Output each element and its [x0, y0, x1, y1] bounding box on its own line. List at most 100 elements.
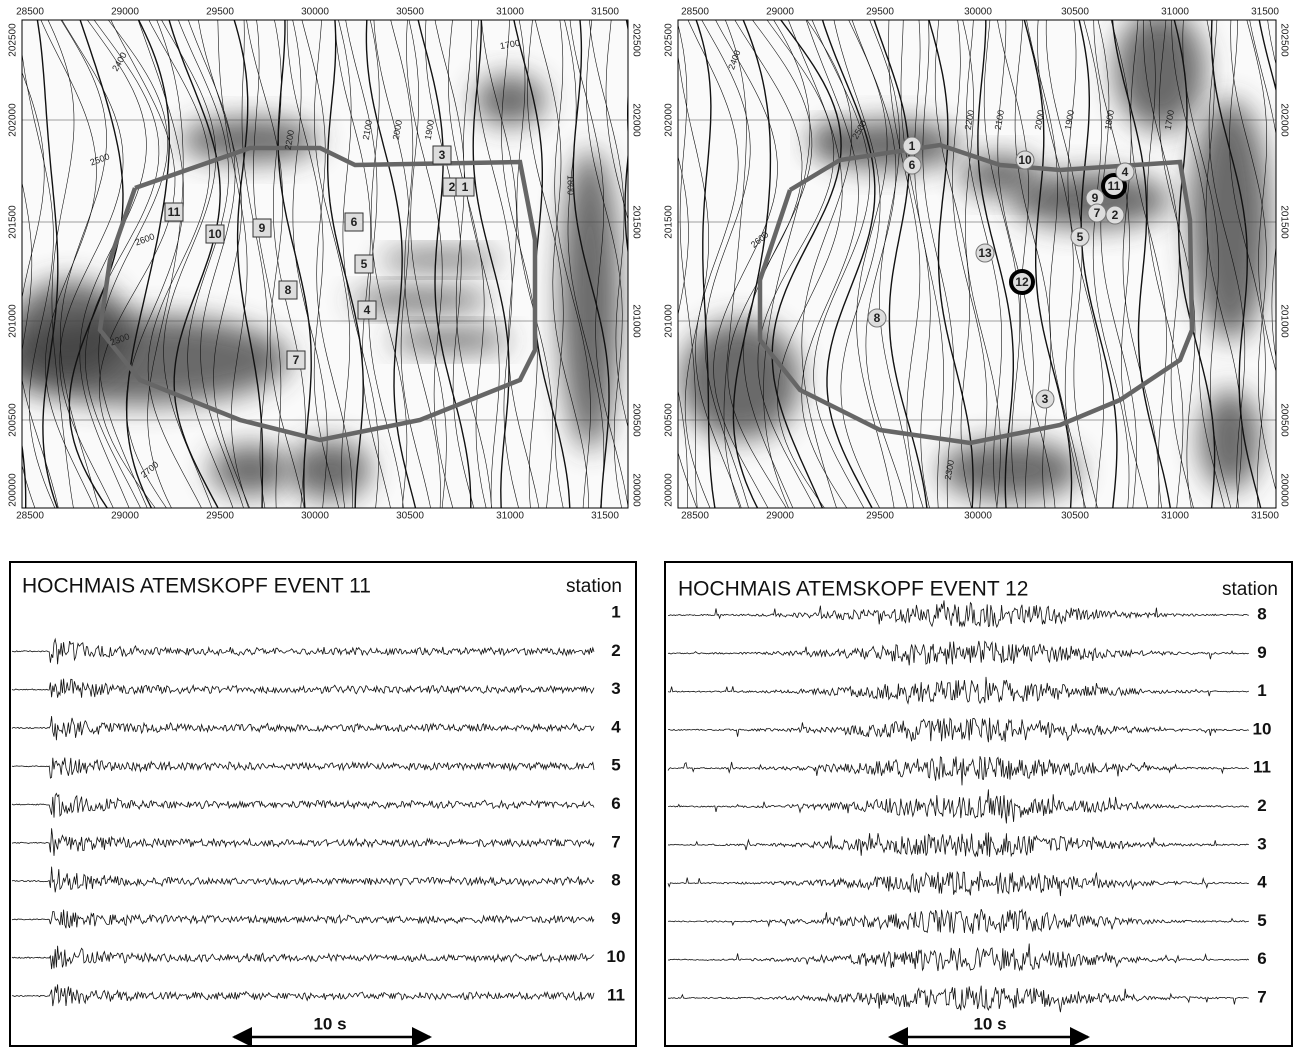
x-tick-label: 30000: [964, 7, 992, 18]
waveform: [12, 639, 594, 664]
waveform: [668, 871, 1249, 896]
x-tick-label: 31000: [496, 7, 524, 18]
y-tick-label: 202000: [630, 103, 641, 137]
y-tick-label: 200000: [630, 473, 641, 507]
station-label: 9: [1092, 191, 1099, 205]
trace-label: 8: [611, 871, 620, 890]
station-label: 2: [1112, 208, 1119, 222]
y-tick-label: 202000: [8, 103, 19, 137]
station-label: 6: [909, 158, 916, 172]
trace-label: 6: [611, 794, 620, 813]
contour-line: [627, 10, 663, 514]
x-tick-label: 31000: [496, 511, 524, 522]
terrain-shade: [940, 440, 1080, 500]
station-label: 11: [1108, 179, 1121, 193]
waveform: [668, 986, 1249, 1013]
waveform: [12, 793, 594, 817]
trace-label: 7: [1257, 987, 1266, 1006]
x-tick-label: 29000: [111, 511, 139, 522]
terrain-shade: [210, 445, 290, 495]
station-label: 1: [462, 180, 469, 194]
trace-label: 9: [611, 909, 620, 928]
y-tick-label: 200000: [8, 473, 19, 507]
trace-label: 10: [1253, 719, 1272, 738]
trace-label: 2: [1257, 796, 1266, 815]
waveform: [668, 789, 1249, 823]
trace-label: 10: [607, 947, 626, 966]
y-tick-label: 201000: [664, 304, 675, 338]
waveform: [12, 910, 594, 929]
y-tick-label: 202500: [1278, 23, 1289, 57]
x-tick-label: 30000: [301, 7, 329, 18]
y-tick-label: 201500: [1278, 205, 1289, 239]
terrain-shade: [390, 328, 510, 352]
y-tick-label: 201000: [1278, 304, 1289, 338]
x-tick-label: 29000: [766, 511, 794, 522]
y-tick-label: 200000: [1278, 473, 1289, 507]
station-label: 13: [978, 246, 992, 260]
waveform: [12, 984, 594, 1006]
x-tick-label: 30500: [396, 511, 424, 522]
x-tick-label: 30500: [1061, 7, 1089, 18]
contour-line: [0, 10, 22, 514]
x-tick-label: 31500: [591, 7, 619, 18]
x-tick-label: 30000: [301, 511, 329, 522]
x-tick-label: 30500: [1061, 511, 1089, 522]
x-tick-label: 29500: [206, 511, 234, 522]
y-tick-label: 200500: [664, 403, 675, 437]
waveform: [668, 718, 1249, 742]
station-label: 8: [285, 283, 292, 297]
terrain-shade: [475, 75, 545, 125]
y-tick-label: 202500: [630, 23, 641, 57]
waveform: [12, 758, 594, 779]
station-label: 5: [361, 257, 368, 271]
station-header: station: [1222, 579, 1278, 600]
station-header: station: [566, 576, 622, 597]
x-tick-label: 31000: [1161, 7, 1189, 18]
contour-line: [1285, 10, 1293, 514]
trace-label: 1: [611, 602, 620, 621]
seismogram-frame: [10, 562, 636, 1046]
x-tick-label: 31000: [1161, 511, 1189, 522]
trace-label: 2: [611, 641, 620, 660]
y-tick-label: 202500: [8, 23, 19, 57]
x-tick-label: 29000: [766, 7, 794, 18]
x-tick-label: 28500: [681, 511, 709, 522]
station-label: 4: [1122, 165, 1129, 179]
x-tick-label: 29500: [206, 7, 234, 18]
contour-label: 1800: [566, 175, 576, 195]
contour-line: [624, 10, 661, 514]
station-label: 1: [909, 139, 916, 153]
station-label: 12: [1015, 275, 1029, 289]
y-tick-label: 200500: [8, 403, 19, 437]
x-tick-label: 31500: [1251, 7, 1279, 18]
station-label: 3: [439, 148, 446, 162]
y-tick-label: 200500: [630, 403, 641, 437]
x-tick-label: 31500: [1251, 511, 1279, 522]
terrain-shade: [1190, 100, 1270, 340]
waveform: [668, 944, 1249, 972]
station-label: 7: [1094, 206, 1101, 220]
x-tick-label: 30000: [964, 511, 992, 522]
trace-label: 7: [611, 832, 620, 851]
y-tick-label: 201000: [630, 304, 641, 338]
trace-label: 1: [1257, 681, 1266, 700]
terrain-shade: [810, 125, 850, 155]
terrain-shade: [10, 280, 130, 380]
seismogram-title: HOCHMAIS ATEMSKOPF EVENT 12: [678, 578, 1028, 601]
station-label: 10: [1018, 153, 1032, 167]
trace-label: 4: [1257, 873, 1267, 892]
y-tick-label: 202000: [1278, 103, 1289, 137]
seismogram-title: HOCHMAIS ATEMSKOPF EVENT 11: [22, 575, 371, 598]
scale-label: 10 s: [973, 1014, 1006, 1033]
y-tick-label: 200500: [1278, 403, 1289, 437]
trace-label: 3: [1257, 834, 1266, 853]
trace-label: 11: [1253, 758, 1271, 777]
waveform: [12, 867, 594, 893]
waveform: [12, 716, 594, 740]
station-label: 3: [1042, 392, 1049, 406]
